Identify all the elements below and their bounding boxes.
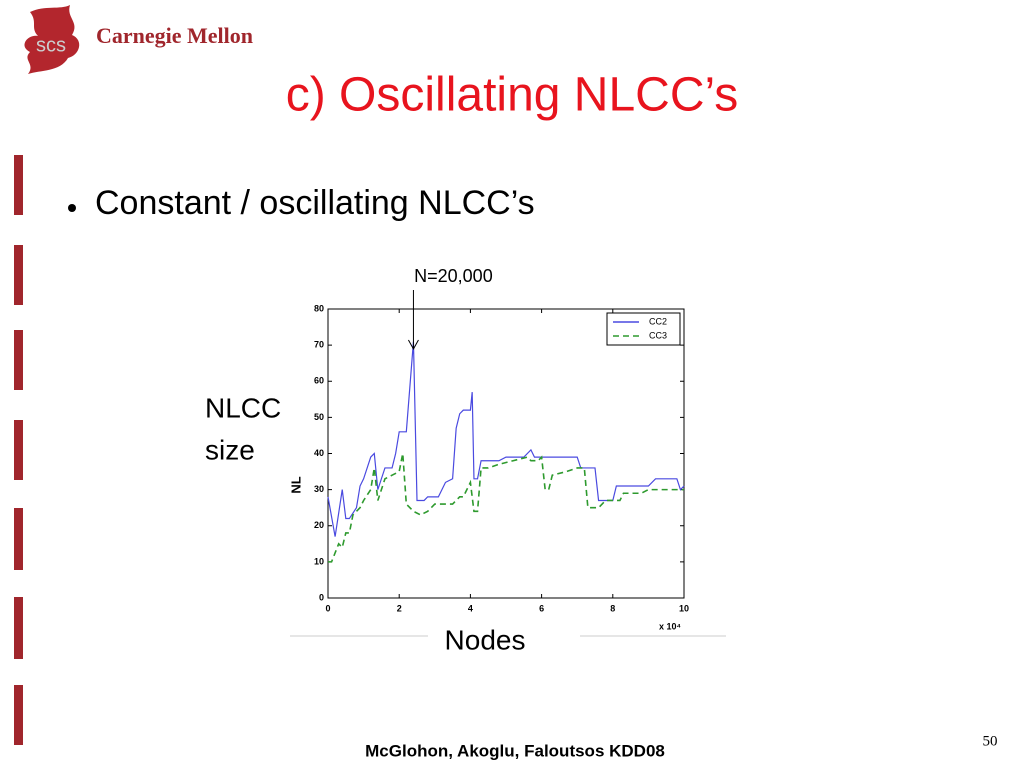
- plot-area: [327, 308, 685, 599]
- logo-text: Carnegie Mellon: [96, 23, 253, 48]
- side-bars: [14, 155, 23, 745]
- side-bar: [14, 245, 23, 305]
- side-bar: [14, 155, 23, 215]
- logo: scs Carnegie Mellon: [24, 5, 253, 74]
- x-title: Nodes: [445, 624, 526, 655]
- y-tick-label: 10: [314, 556, 324, 566]
- page-number: 50: [983, 733, 998, 749]
- legend-label: CC3: [649, 330, 667, 340]
- x-tick-label: 2: [397, 603, 402, 613]
- slide-title: c) Oscillating NLCC’s: [286, 69, 739, 122]
- y-tick-label: 40: [314, 448, 324, 458]
- y-title: NLCC: [205, 392, 281, 423]
- legend-box: [606, 312, 681, 346]
- y-tick-label: 60: [314, 376, 324, 386]
- annotation: N=20,000: [414, 266, 493, 286]
- y-tick-label: 0: [319, 592, 324, 602]
- y-axis-label: NL: [288, 476, 303, 493]
- y-tick-label: 20: [314, 520, 324, 530]
- x-tick-label: 10: [679, 603, 689, 613]
- series-line: [328, 453, 684, 563]
- bullet-dot: [68, 204, 76, 212]
- side-bar: [14, 597, 23, 659]
- annotation-arrowhead: [408, 339, 419, 351]
- side-bar: [14, 420, 23, 480]
- legend-label: CC2: [649, 316, 667, 326]
- y-tick-label: 50: [314, 412, 324, 422]
- x-tick-label: 0: [325, 603, 330, 613]
- series-line: [327, 341, 685, 537]
- side-bar: [14, 685, 23, 745]
- logo-badge: scs: [36, 34, 66, 56]
- y-tick-label: 80: [314, 303, 324, 313]
- x-tick-label: 8: [610, 603, 615, 613]
- x-tick-label: 6: [539, 603, 544, 613]
- x-tick-label: 4: [468, 603, 473, 613]
- footer-credit: McGlohon, Akoglu, Faloutsos KDD08: [365, 741, 665, 760]
- side-bar: [14, 330, 23, 390]
- y-tick-label: 70: [314, 340, 324, 350]
- logo-dragon: [24, 5, 80, 74]
- y-tick-label: 30: [314, 484, 324, 494]
- x-scale-label: x 10⁴: [659, 621, 681, 631]
- y-title: size: [205, 434, 255, 465]
- bullet: Constant / oscillating NLCC’s: [95, 184, 535, 222]
- side-bar: [14, 508, 23, 570]
